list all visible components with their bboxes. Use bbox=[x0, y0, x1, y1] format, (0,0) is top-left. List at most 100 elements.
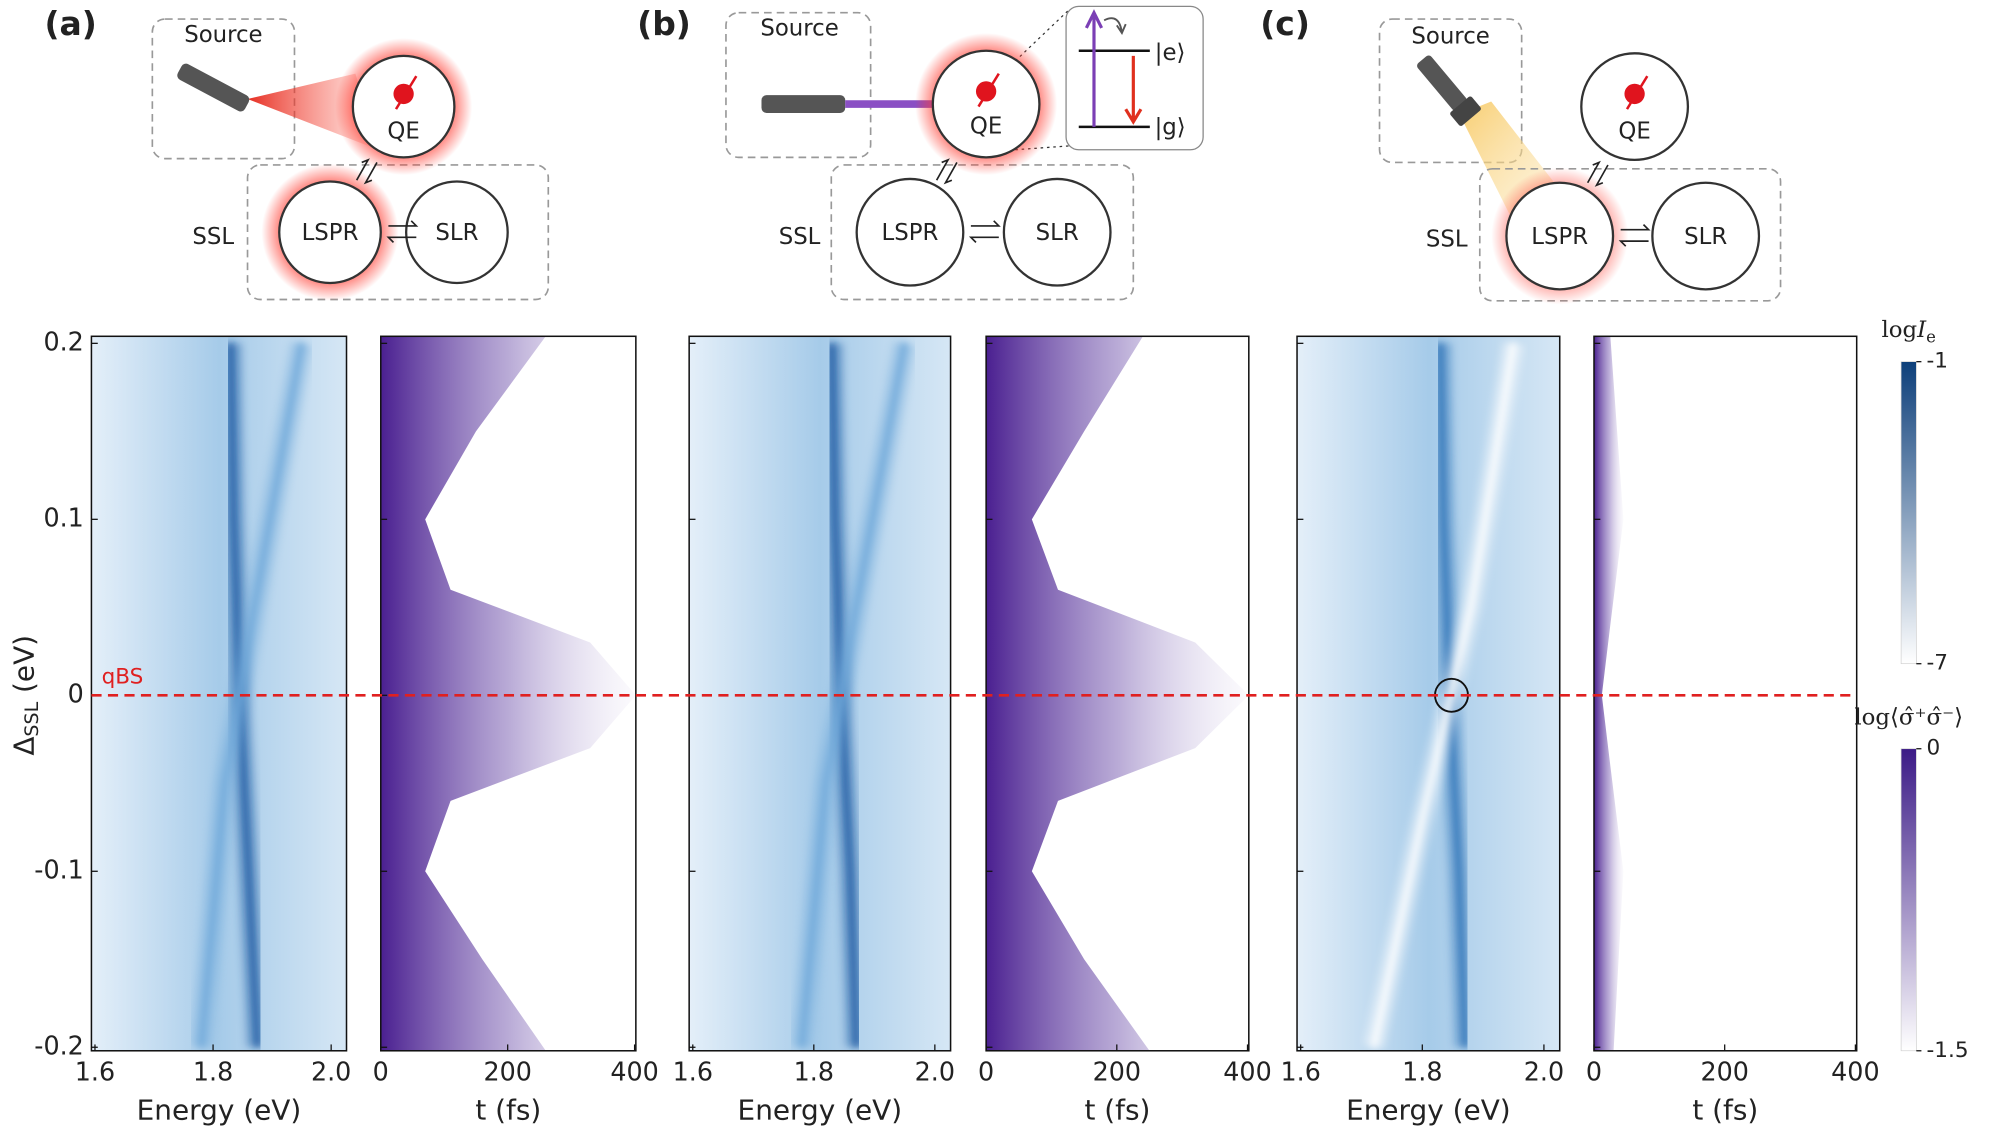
diagram-b: (b) Source SSL QE |e⟩ |g⟩ LSPR SLR bbox=[637, 4, 1204, 301]
heatmap bbox=[986, 336, 1249, 1051]
diagram-a: (a) Source SSL QE LSPR SLR bbox=[44, 4, 550, 301]
panel-label: (a) bbox=[44, 4, 96, 43]
lspr-circle bbox=[278, 180, 382, 285]
y-tick-label: 0.1 bbox=[43, 502, 83, 532]
x-axis-label: Energy (eV) bbox=[137, 1094, 302, 1127]
x-tick-label: 1.8 bbox=[193, 1057, 233, 1087]
lspr-circle bbox=[855, 177, 965, 287]
x-tick-label: 1.8 bbox=[1402, 1057, 1442, 1087]
x-tick-label: 400 bbox=[1831, 1057, 1879, 1087]
cb-label-var: I bbox=[1916, 317, 1927, 343]
qe-circle bbox=[1580, 52, 1690, 162]
cb-tick-label: -1 bbox=[1926, 349, 1948, 374]
qe-circle bbox=[931, 49, 1041, 159]
slr-label: SLR bbox=[1036, 220, 1079, 246]
cb-tick-label: -7 bbox=[1926, 651, 1948, 676]
x-tick-label: 400 bbox=[610, 1057, 658, 1087]
ssl-box bbox=[830, 164, 1135, 301]
x-tick-label: 0 bbox=[373, 1057, 389, 1087]
qe-circle bbox=[351, 54, 456, 159]
y-tick-label: -0.1 bbox=[34, 854, 84, 884]
heatmap bbox=[91, 336, 347, 1051]
relaxation bbox=[1103, 17, 1127, 35]
source-box bbox=[1378, 18, 1523, 164]
spin bbox=[1625, 75, 1649, 110]
x-tick-label: 1.8 bbox=[794, 1057, 834, 1087]
qe-label: QE bbox=[1618, 118, 1650, 144]
ssl-label: SSL bbox=[1426, 226, 1468, 252]
source-label: Source bbox=[1411, 23, 1489, 49]
cb-tick-label: 0 bbox=[1926, 736, 1940, 761]
x-tick-label: 400 bbox=[1223, 1057, 1271, 1087]
x-tick-label: 1.6 bbox=[1281, 1057, 1321, 1087]
slr-label: SLR bbox=[1684, 224, 1727, 250]
x-tick-label: 200 bbox=[1093, 1057, 1141, 1087]
ssl-box bbox=[246, 164, 550, 301]
colorbar-label: log⟨σ̂⁺σ̂⁻⟩ bbox=[1854, 704, 1963, 730]
colorbar bbox=[1900, 361, 1917, 665]
x-tick-label: 2.0 bbox=[1524, 1057, 1564, 1087]
ssl-box bbox=[1478, 167, 1782, 302]
x-tick-label: 200 bbox=[483, 1057, 531, 1087]
emission bbox=[1124, 55, 1143, 125]
ssl-label: SSL bbox=[192, 224, 234, 250]
heatmap bbox=[1593, 336, 1857, 1051]
colorbar bbox=[1900, 748, 1917, 1052]
qe-label: QE bbox=[387, 118, 419, 144]
decay-area bbox=[1593, 336, 1624, 1051]
flashlight bbox=[1417, 55, 1481, 126]
level-e: |e⟩ bbox=[1155, 40, 1186, 66]
plot-frame bbox=[90, 335, 348, 1052]
slr-circle bbox=[405, 180, 509, 285]
spin bbox=[977, 72, 1000, 108]
spin bbox=[394, 75, 418, 110]
heatmap bbox=[689, 336, 951, 1051]
x-axis-label: t (fs) bbox=[1084, 1094, 1150, 1127]
cb-label-sub: e bbox=[1926, 327, 1936, 346]
cb-tick-label: -1.5 bbox=[1926, 1038, 1968, 1063]
y-tick-label: 0.2 bbox=[43, 326, 83, 356]
y-label-symbol: Δ bbox=[7, 737, 40, 756]
plot-frame bbox=[985, 335, 1250, 1052]
lspr-circle bbox=[1505, 181, 1615, 291]
coupling-arrows bbox=[935, 158, 1001, 243]
source-label: Source bbox=[184, 22, 262, 48]
heatmap bbox=[380, 336, 636, 1051]
panel-label: (b) bbox=[637, 4, 691, 43]
diagram-c: (c) Source SSL QE LSPR SLR bbox=[1260, 4, 1782, 305]
x-axis-label: Energy (eV) bbox=[738, 1094, 903, 1127]
reference-label: qBS bbox=[102, 665, 144, 690]
slr-label: SLR bbox=[435, 220, 478, 246]
source-box bbox=[725, 11, 872, 159]
decay-area bbox=[380, 336, 636, 1051]
ridge bbox=[1370, 342, 1517, 1048]
x-axis-label: t (fs) bbox=[1692, 1094, 1758, 1127]
y-axis-label: ΔSSL (eV) bbox=[7, 635, 42, 756]
plot-frame bbox=[1296, 335, 1561, 1052]
y-tick-label: 0 bbox=[68, 678, 84, 708]
ssl-label: SSL bbox=[779, 224, 821, 250]
coupling-arrows bbox=[1586, 160, 1651, 247]
plot-frame bbox=[688, 335, 952, 1052]
cb-label-text: log bbox=[1881, 317, 1917, 343]
x-tick-label: 1.6 bbox=[75, 1057, 115, 1087]
slr-circle bbox=[1651, 181, 1761, 291]
x-tick-label: 2.0 bbox=[311, 1057, 351, 1087]
x-tick-label: 200 bbox=[1700, 1057, 1748, 1087]
y-label-unit: (eV) bbox=[7, 635, 40, 702]
decay-area bbox=[986, 336, 1249, 1051]
y-label-sub: SSL bbox=[20, 701, 42, 736]
x-tick-label: 0 bbox=[978, 1057, 994, 1087]
y-tick-label: -0.2 bbox=[34, 1030, 84, 1060]
x-tick-label: 0 bbox=[1586, 1057, 1602, 1087]
x-axis-label: Energy (eV) bbox=[1346, 1094, 1511, 1127]
plot-frame bbox=[1593, 335, 1858, 1052]
heatmap-bg bbox=[1297, 336, 1560, 1051]
x-tick-label: 1.6 bbox=[673, 1057, 713, 1087]
source-label: Source bbox=[760, 16, 838, 42]
panel-label: (c) bbox=[1260, 4, 1310, 43]
qe-label: QE bbox=[970, 113, 1002, 139]
heatmap-bg bbox=[1593, 336, 1857, 1051]
laser bbox=[761, 95, 846, 113]
